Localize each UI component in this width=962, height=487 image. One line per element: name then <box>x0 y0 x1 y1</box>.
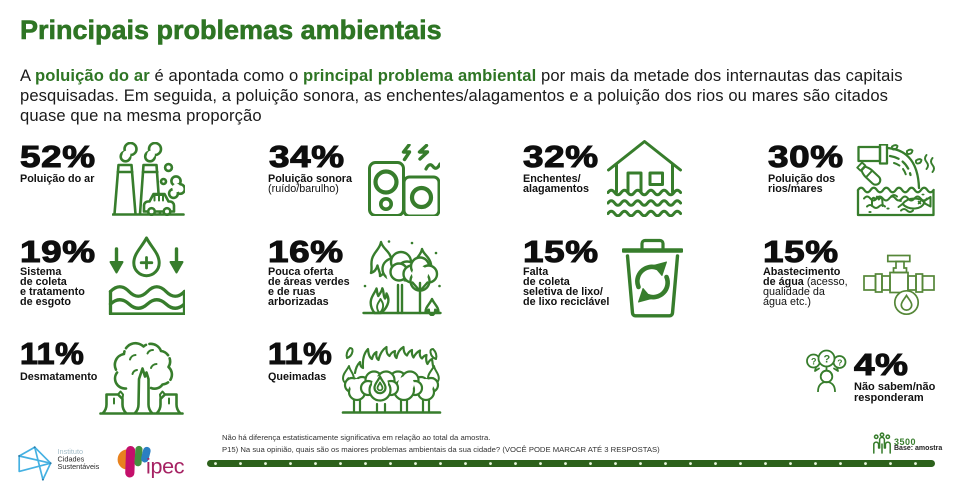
svg-text:Sustentáveis: Sustentáveis <box>58 462 100 471</box>
svg-text:?: ? <box>811 357 817 367</box>
svg-text:ipec: ipec <box>146 455 185 479</box>
svg-text:?: ? <box>837 358 842 368</box>
svg-text:?: ? <box>824 354 831 366</box>
svg-text:Instituto: Instituto <box>58 447 84 456</box>
svg-text:Cidades: Cidades <box>58 455 85 464</box>
